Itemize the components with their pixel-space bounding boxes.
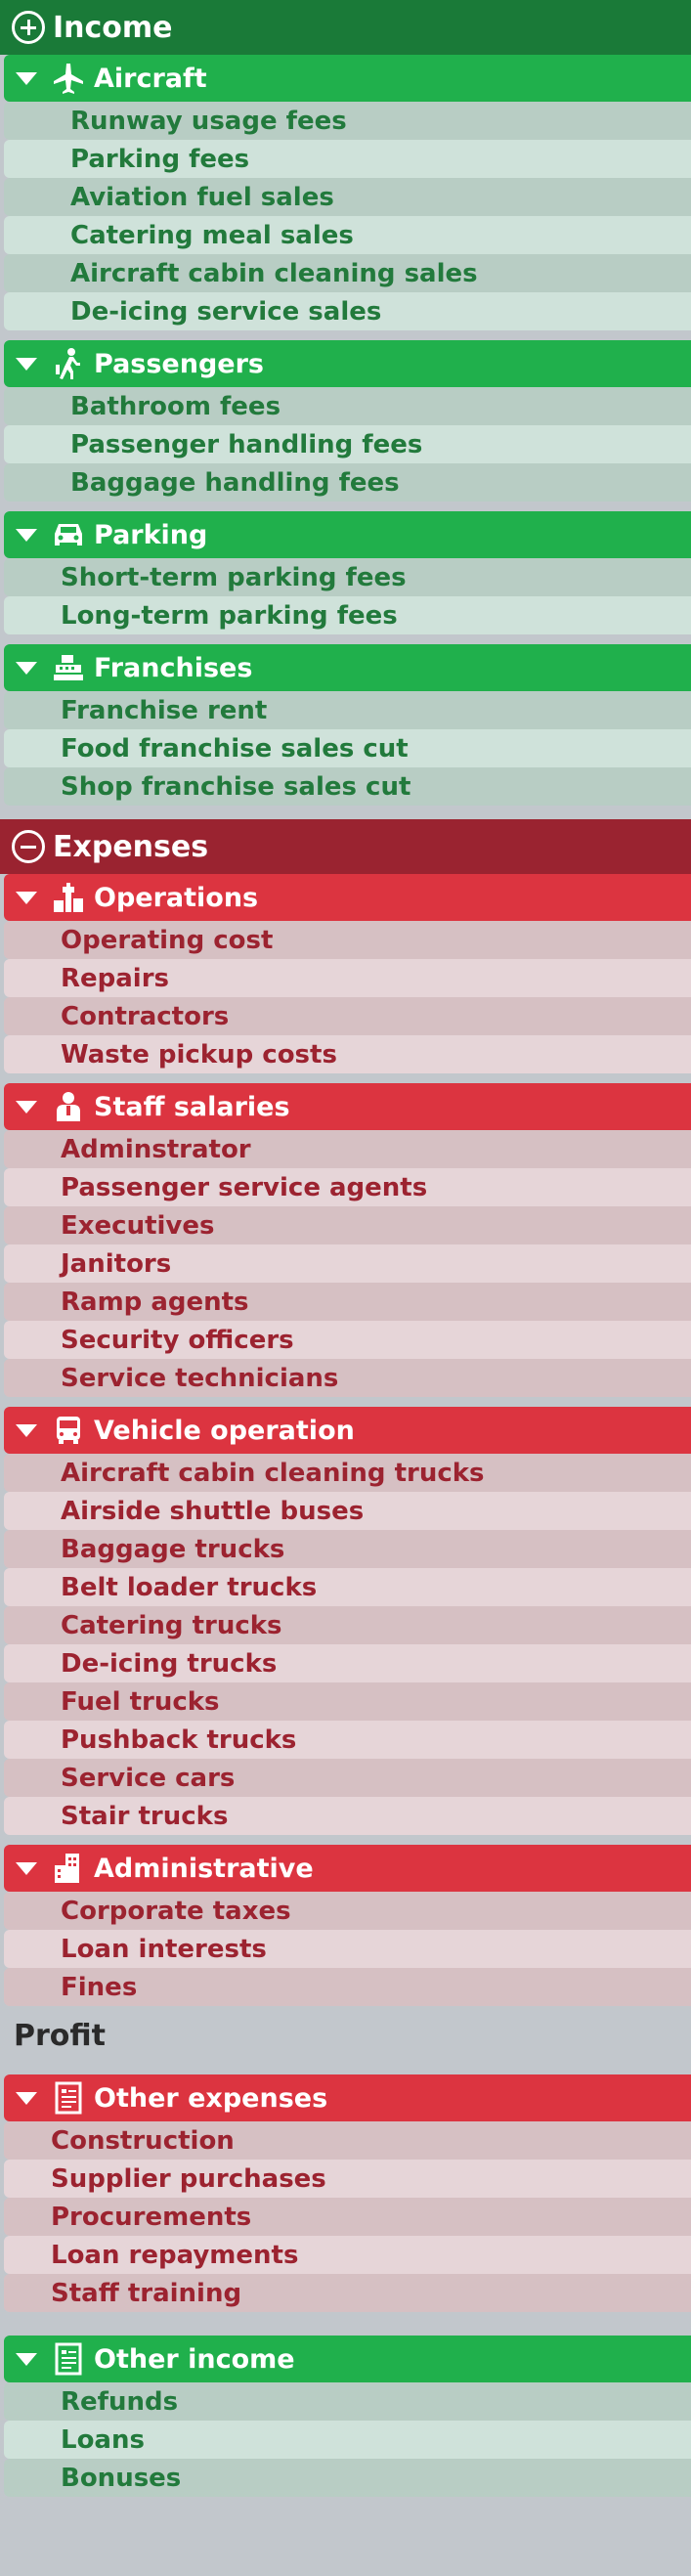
list-item[interactable]: Construction — [4, 2121, 691, 2160]
list-item[interactable]: Security officers — [4, 1321, 691, 1359]
list-item[interactable]: Baggage trucks — [4, 1530, 691, 1568]
collapse-triangle-icon[interactable] — [16, 2352, 37, 2366]
category-other-income[interactable]: Other income — [4, 2336, 691, 2382]
category-label: Aircraft — [94, 63, 207, 94]
list-item[interactable]: Ramp agents — [4, 1283, 691, 1321]
cash-register-icon — [51, 650, 86, 685]
minus-circle-icon — [12, 830, 45, 863]
category-staff-salaries[interactable]: Staff salaries — [4, 1083, 691, 1130]
list-item[interactable]: Fines — [4, 1968, 691, 2006]
list-item[interactable]: Repairs — [4, 959, 691, 997]
list-item[interactable]: Contractors — [4, 997, 691, 1035]
car-icon — [51, 517, 86, 552]
list-item[interactable]: Supplier purchases — [4, 2160, 691, 2198]
list-item[interactable]: Loan interests — [4, 1930, 691, 1968]
category-label: Parking — [94, 519, 208, 550]
collapse-triangle-icon[interactable] — [16, 1423, 37, 1437]
list-item[interactable]: Aircraft cabin cleaning sales — [4, 254, 691, 292]
staff-person-icon — [51, 1089, 86, 1124]
profit-heading: Profit — [14, 2018, 106, 2053]
list-item[interactable]: Bathroom fees — [4, 387, 691, 425]
category-passengers[interactable]: Passengers — [4, 340, 691, 387]
control-tower-icon — [51, 880, 86, 915]
list-item[interactable]: Passenger service agents — [4, 1168, 691, 1206]
list-item[interactable]: Janitors — [4, 1244, 691, 1283]
list-item[interactable]: Staff training — [4, 2274, 691, 2312]
category-label: Staff salaries — [94, 1091, 290, 1122]
list-item[interactable]: Refunds — [4, 2382, 691, 2421]
list-item[interactable]: De-icing trucks — [4, 1644, 691, 1682]
collapse-triangle-icon[interactable] — [16, 71, 37, 85]
list-item[interactable]: Executives — [4, 1206, 691, 1244]
category-label: Other expenses — [94, 2082, 328, 2114]
list-item[interactable]: Aviation fuel sales — [4, 178, 691, 216]
category-label: Administrative — [94, 1853, 314, 1884]
list-item[interactable]: Aircraft cabin cleaning trucks — [4, 1454, 691, 1492]
collapse-triangle-icon[interactable] — [16, 1100, 37, 1113]
list-item[interactable]: Stair trucks — [4, 1797, 691, 1835]
list-item[interactable]: Belt loader trucks — [4, 1568, 691, 1606]
collapse-triangle-icon[interactable] — [16, 357, 37, 371]
list-item[interactable]: Passenger handling fees — [4, 425, 691, 463]
category-administrative[interactable]: Administrative — [4, 1845, 691, 1892]
list-item[interactable]: Bonuses — [4, 2459, 691, 2497]
list-item[interactable]: Long-term parking fees — [4, 596, 691, 634]
plus-circle-icon — [12, 11, 45, 44]
category-other-expenses[interactable]: Other expenses — [4, 2074, 691, 2121]
bus-icon — [51, 1413, 86, 1448]
list-item[interactable]: Pushback trucks — [4, 1721, 691, 1759]
collapse-triangle-icon[interactable] — [16, 528, 37, 542]
list-item[interactable]: Waste pickup costs — [4, 1035, 691, 1073]
list-item[interactable]: Catering trucks — [4, 1606, 691, 1644]
list-item[interactable]: Operating cost — [4, 921, 691, 959]
list-item[interactable]: Shop franchise sales cut — [4, 767, 691, 806]
category-parking[interactable]: Parking — [4, 511, 691, 558]
passenger-walking-icon — [51, 346, 86, 381]
category-label: Passengers — [94, 348, 264, 379]
expenses-title: Expenses — [53, 829, 209, 864]
collapse-triangle-icon[interactable] — [16, 2091, 37, 2105]
document-icon — [51, 2341, 86, 2377]
category-label: Franchises — [94, 652, 253, 683]
airplane-icon — [51, 61, 86, 96]
list-item[interactable]: Baggage handling fees — [4, 463, 691, 502]
list-item[interactable]: Corporate taxes — [4, 1892, 691, 1930]
list-item[interactable]: Loan repayments — [4, 2236, 691, 2274]
category-label: Vehicle operation — [94, 1415, 355, 1446]
list-item[interactable]: Franchise rent — [4, 691, 691, 729]
category-label: Other income — [94, 2343, 295, 2375]
list-item[interactable]: Service technicians — [4, 1359, 691, 1397]
list-item[interactable]: Procurements — [4, 2198, 691, 2236]
collapse-triangle-icon[interactable] — [16, 891, 37, 904]
list-item[interactable]: Fuel trucks — [4, 1682, 691, 1721]
income-title: Income — [53, 10, 173, 45]
list-item[interactable]: Short-term parking fees — [4, 558, 691, 596]
office-building-icon — [51, 1851, 86, 1886]
category-aircraft[interactable]: Aircraft — [4, 55, 691, 102]
list-item[interactable]: Catering meal sales — [4, 216, 691, 254]
list-item[interactable]: Service cars — [4, 1759, 691, 1797]
list-item[interactable]: Parking fees — [4, 140, 691, 178]
category-label: Operations — [94, 882, 259, 913]
list-item[interactable]: Loans — [4, 2421, 691, 2459]
expenses-header[interactable]: Expenses — [0, 819, 691, 874]
income-header[interactable]: Income — [0, 0, 691, 55]
list-item[interactable]: Runway usage fees — [4, 102, 691, 140]
document-icon — [51, 2080, 86, 2116]
list-item[interactable]: De-icing service sales — [4, 292, 691, 330]
category-operations[interactable]: Operations — [4, 874, 691, 921]
collapse-triangle-icon[interactable] — [16, 661, 37, 675]
category-vehicle-operation[interactable]: Vehicle operation — [4, 1407, 691, 1454]
category-franchises[interactable]: Franchises — [4, 644, 691, 691]
list-item[interactable]: Adminstrator — [4, 1130, 691, 1168]
collapse-triangle-icon[interactable] — [16, 1861, 37, 1875]
list-item[interactable]: Airside shuttle buses — [4, 1492, 691, 1530]
list-item[interactable]: Food franchise sales cut — [4, 729, 691, 767]
